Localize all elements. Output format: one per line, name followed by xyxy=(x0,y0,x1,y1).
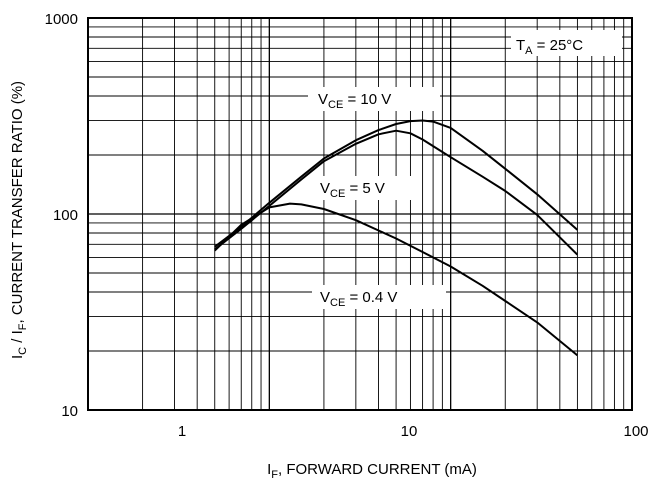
plot-frame xyxy=(87,17,633,411)
condition-label: TA = 25°C xyxy=(516,37,583,57)
series-label-background-5v xyxy=(312,176,412,200)
series-label-10v: VCE = 10 V xyxy=(318,91,391,111)
series-line-2 xyxy=(214,202,579,357)
series-line-1 xyxy=(214,129,579,256)
y-tick-label-100: 100 xyxy=(53,207,78,224)
condition-label-background xyxy=(511,30,622,56)
curves xyxy=(214,119,579,357)
y-tick-label-1000: 1000 xyxy=(45,11,78,28)
grid xyxy=(88,18,632,410)
x-tick-label-10: 10 xyxy=(401,423,418,440)
series-line-0 xyxy=(214,119,579,248)
y-axis-label: IC / IF, CURRENT TRANSFER RATIO (%) xyxy=(9,81,29,359)
x-tick-label-1: 1 xyxy=(178,423,186,440)
series-label-5v: VCE = 5 V xyxy=(320,180,385,200)
y-tick-label-10: 10 xyxy=(61,403,78,420)
series-label-0-4v: VCE = 0.4 V xyxy=(320,289,397,309)
x-tick-label-100: 100 xyxy=(623,423,648,440)
series-label-background-10v xyxy=(308,87,440,111)
x-axis-label: IF, FORWARD CURRENT (mA) xyxy=(267,461,477,481)
series-label-background-0-4v xyxy=(312,285,446,309)
